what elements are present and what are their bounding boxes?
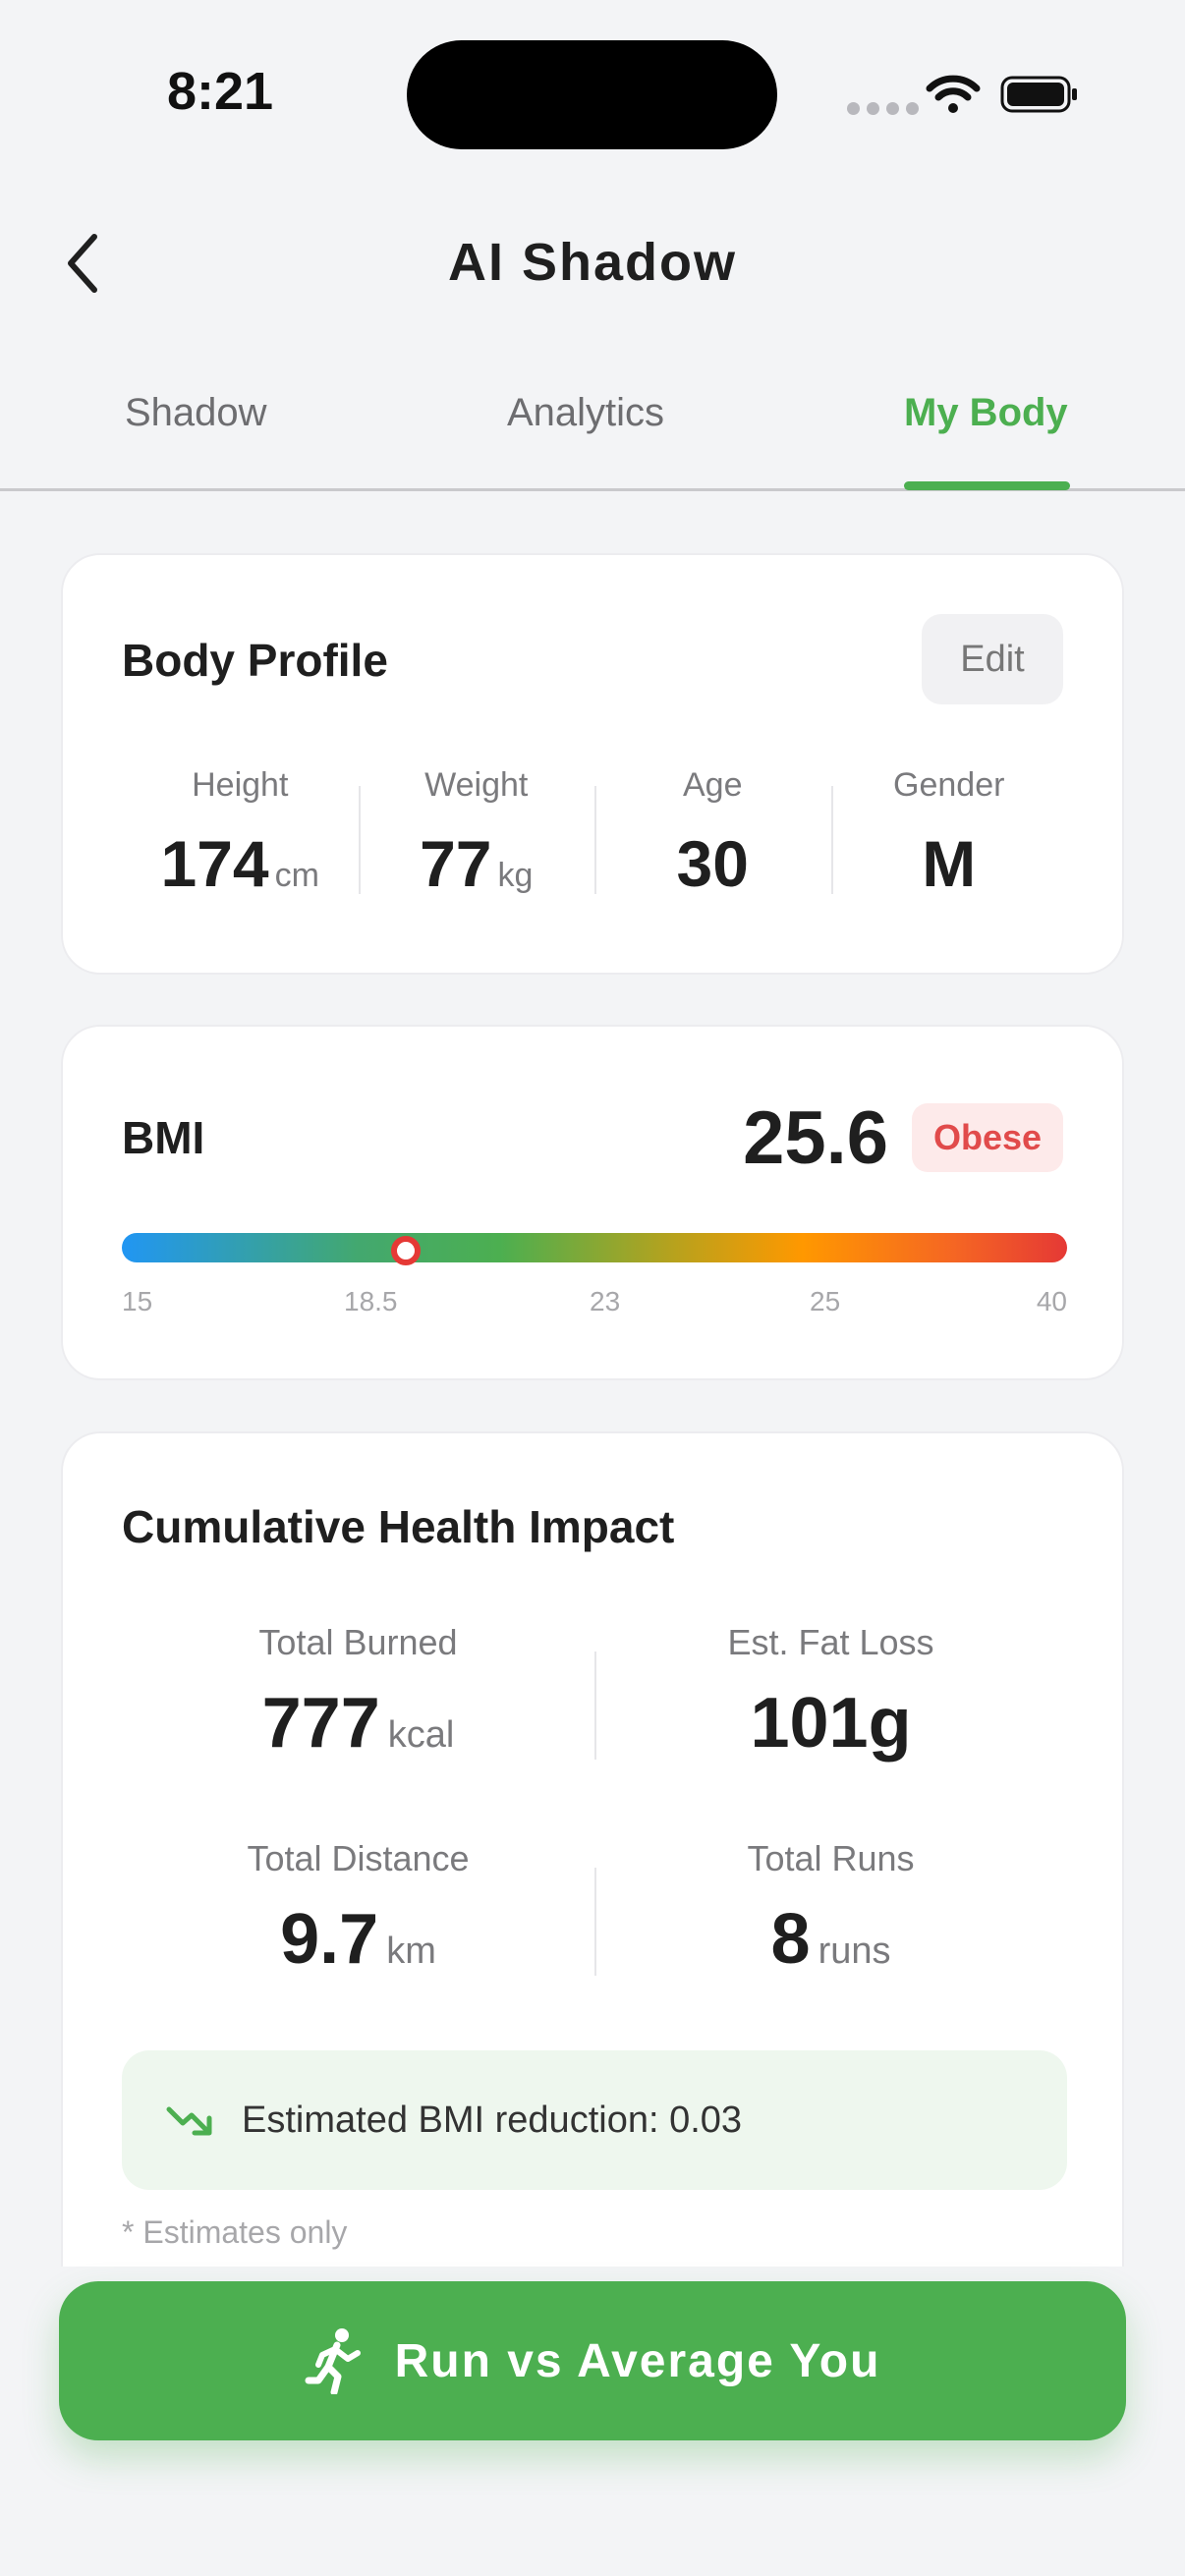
- tab-analytics[interactable]: Analytics: [507, 391, 665, 434]
- stat-unit: kg: [497, 857, 534, 894]
- trending-down-icon: [166, 2106, 212, 2136]
- stat-label: Total Distance: [247, 1838, 470, 1878]
- status-time: 8:21: [167, 62, 274, 121]
- stat-height: Height 174 cm: [122, 766, 359, 900]
- stat-unit: kcal: [387, 1714, 455, 1756]
- stat-label: Age: [683, 766, 743, 804]
- stat-weight: Weight 77 kg: [358, 766, 595, 900]
- tab-my-body[interactable]: My Body: [904, 391, 1068, 434]
- stat-gender: Gender M: [830, 766, 1068, 900]
- stat-value: 777: [261, 1684, 380, 1763]
- bmi-tick: 23: [590, 1286, 621, 1316]
- cumulative-title: Cumulative Health Impact: [122, 1501, 675, 1552]
- bmi-reduction-text: Estimated BMI reduction: 0.03: [242, 2099, 743, 2141]
- stat-value: 30: [676, 827, 749, 900]
- bmi-tick: 18.5: [344, 1286, 398, 1316]
- body-profile-card: Body Profile Edit Height 174 cm Weight 77…: [61, 553, 1124, 975]
- back-button[interactable]: [55, 228, 110, 299]
- chevron-left-icon: [68, 234, 97, 293]
- stat-unit: runs: [818, 1931, 891, 1972]
- cta-label: Run vs Average You: [394, 2334, 881, 2387]
- bmi-tick: 25: [810, 1286, 841, 1316]
- stat-fat-loss: Est. Fat Loss 101g: [594, 1622, 1067, 1838]
- profile-stats: Height 174 cm Weight 77 kg Age 30 Gender M: [122, 766, 1068, 900]
- stat-label: Height: [192, 766, 289, 804]
- estimates-note: * Estimates only: [122, 2214, 348, 2250]
- cumulative-impact-card: Cumulative Health Impact Total Burned 77…: [61, 1431, 1124, 2267]
- status-bar: 8:21: [0, 0, 1185, 187]
- stat-value: M: [922, 827, 977, 900]
- tab-bar: Shadow Analytics My Body: [0, 373, 1185, 491]
- cellular-signal-icon: [847, 102, 919, 115]
- stat-label: Weight: [424, 766, 529, 804]
- stat-label: Total Runs: [747, 1838, 915, 1878]
- body-profile-title: Body Profile: [122, 635, 388, 686]
- stat-unit: cm: [274, 857, 319, 894]
- bmi-tick: 15: [122, 1286, 153, 1316]
- stat-age: Age 30: [594, 766, 831, 900]
- run-vs-average-button[interactable]: Run vs Average You: [59, 2281, 1126, 2440]
- stat-label: Est. Fat Loss: [727, 1622, 934, 1662]
- stat-label: Total Burned: [258, 1622, 458, 1662]
- tab-shadow[interactable]: Shadow: [125, 391, 267, 434]
- stat-value: 8: [770, 1900, 811, 1979]
- dynamic-island: [407, 40, 777, 149]
- bmi-marker: [391, 1236, 421, 1265]
- stat-value: 9.7: [280, 1900, 379, 1979]
- stat-value: 174: [160, 827, 269, 900]
- bmi-status-badge: Obese: [912, 1103, 1063, 1172]
- stat-total-distance: Total Distance 9.7 km: [122, 1838, 594, 2054]
- stat-value: 101g: [750, 1684, 912, 1763]
- wifi-icon: [926, 75, 981, 113]
- stat-total-burned: Total Burned 777 kcal: [122, 1622, 594, 1838]
- bmi-title: BMI: [122, 1112, 205, 1163]
- stat-total-runs: Total Runs 8 runs: [594, 1838, 1067, 2054]
- active-tab-indicator: [904, 481, 1070, 490]
- bmi-tick: 40: [1036, 1286, 1067, 1316]
- battery-icon: [1000, 76, 1077, 113]
- bmi-value: 25.6: [743, 1096, 888, 1180]
- cumulative-stats: Total Burned 777 kcal Est. Fat Loss 101g …: [122, 1622, 1067, 2054]
- edit-button[interactable]: Edit: [922, 614, 1063, 704]
- bmi-card: BMI 25.6 Obese 15 18.5 23 25 40: [61, 1025, 1124, 1380]
- running-person-icon: [305, 2328, 361, 2394]
- stat-label: Gender: [893, 766, 1005, 804]
- page-title: AI Shadow: [447, 233, 737, 292]
- bmi-reduction-banner: Estimated BMI reduction: 0.03: [122, 2050, 1067, 2190]
- bmi-scale-ticks: 15 18.5 23 25 40: [122, 1286, 1067, 1325]
- stat-value: 77: [420, 827, 492, 900]
- bmi-scale-bar: [122, 1233, 1067, 1262]
- stat-unit: km: [386, 1931, 436, 1972]
